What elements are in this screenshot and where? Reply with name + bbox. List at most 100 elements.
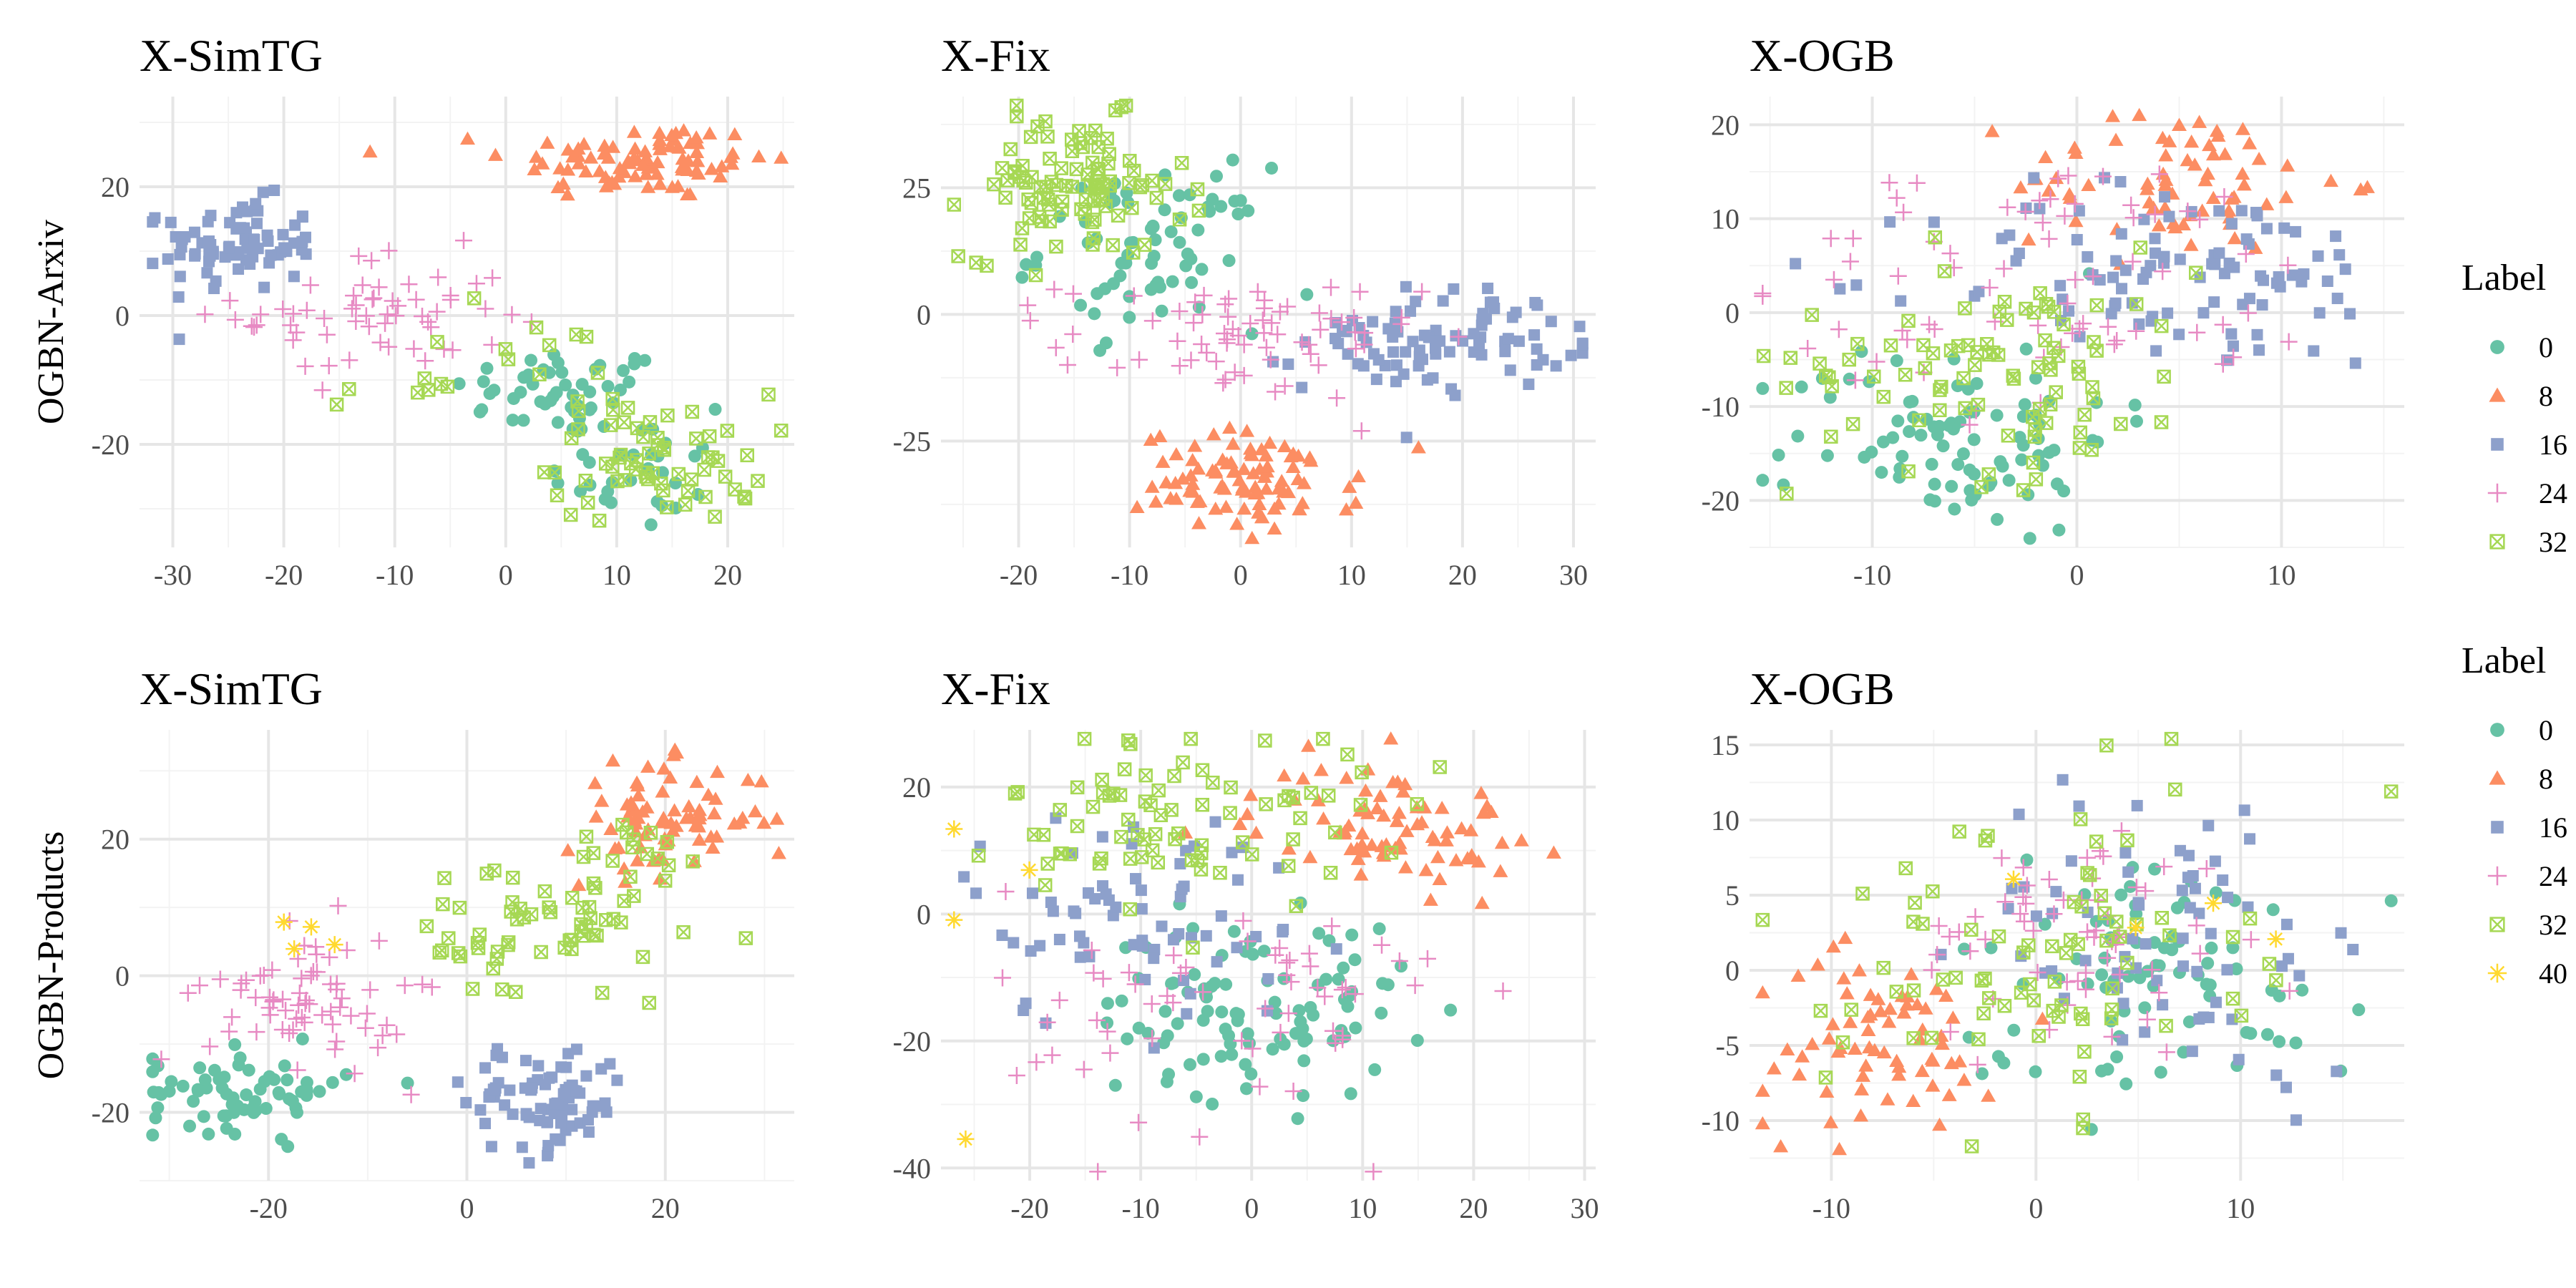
point-label-8 [1148,494,1163,508]
point-label-8 [1755,1116,1770,1130]
point-label-24 [483,336,501,353]
point-label-32 [1933,403,1947,418]
point-label-40 [2004,870,2022,888]
point-label-0 [1164,225,1178,238]
point-label-24 [1841,253,1859,270]
point-label-32 [987,177,1001,192]
y-tick-label: 15 [1711,729,1740,761]
point-label-8 [628,169,643,182]
point-label-8 [1301,738,1317,752]
point-label-32 [1779,381,1793,395]
point-label-24 [350,247,368,265]
point-label-0 [1266,1043,1279,1056]
point-label-16 [1387,346,1400,358]
point-label-16 [2046,965,2058,977]
point-label-32 [582,899,597,914]
point-label-24 [2059,295,2077,313]
point-label-24 [2237,245,2255,263]
point-label-32 [440,379,455,394]
point-label-0 [218,1070,231,1084]
point-label-16 [2054,280,2067,292]
point-label-8 [2013,180,2029,194]
point-label-32 [620,401,635,415]
point-label-16 [1127,821,1139,833]
point-label-8 [1896,1005,1912,1019]
point-label-24 [1235,366,1253,384]
point-label-32 [661,858,676,872]
point-label-0 [1914,429,1928,442]
point-label-16 [1148,943,1161,955]
point-label-0 [1756,381,1770,395]
point-label-8 [1493,864,1508,877]
point-label-32 [720,424,735,438]
point-label-0 [1158,1005,1172,1018]
point-label-32 [2077,1045,2092,1059]
point-label-16 [958,871,970,883]
point-label-8 [1262,435,1278,449]
point-label-32 [1934,379,1948,394]
point-label-16 [1410,296,1422,308]
point-label-8 [1342,479,1357,493]
point-label-0 [2095,968,2109,982]
point-label-16 [570,1043,582,1055]
point-label-16 [2057,774,2069,786]
point-label-16 [1576,338,1589,351]
point-label-32 [1842,352,1856,367]
point-label-0 [574,484,587,498]
point-label-16 [1250,930,1262,942]
point-label-24 [1255,324,1273,342]
point-label-24 [414,975,431,993]
point-label-32 [702,429,717,444]
point-label-8 [1882,1001,1898,1015]
point-label-8 [630,788,646,802]
point-label-16 [2133,318,2145,330]
point-label-24 [374,1027,391,1045]
x-tick-label: 10 [602,559,631,591]
point-label-24 [1171,303,1189,320]
point-label-0 [1945,479,1958,493]
point-label-8 [605,753,620,767]
point-label-16 [479,1118,492,1130]
point-label-16 [2335,927,2347,939]
point-label-24 [444,341,462,359]
point-label-24 [2239,304,2257,322]
point-label-8 [1399,824,1415,837]
point-label-0 [183,1119,197,1133]
point-label-32 [1121,733,1136,748]
point-label-40 [1020,861,1038,879]
point-label-24 [1008,1067,1025,1084]
point-label-16 [1185,932,1197,944]
point-label-16 [2006,882,2018,894]
point-label-0 [1344,1087,1357,1101]
point-label-32 [1992,304,2007,319]
point-label-32 [2157,369,2171,384]
point-label-16 [2243,238,2255,250]
point-label-16 [2163,210,2175,223]
point-label-8 [1364,837,1380,852]
point-label-8 [2049,170,2064,185]
point-label-32 [1982,991,1996,1005]
point-label-0 [220,1109,233,1123]
point-label-24 [1345,309,1363,327]
point-label-32 [2159,1018,2173,1033]
point-label-16 [2210,996,2222,1008]
point-label-16 [1502,333,1514,345]
legend-key-40 [2487,963,2507,983]
point-label-32 [761,387,776,402]
point-label-32 [971,848,986,863]
point-label-8 [1418,863,1434,877]
point-label-32 [605,459,620,474]
point-label-24 [1215,325,1233,343]
point-label-24 [1895,203,1913,221]
point-label-8 [2242,136,2258,150]
point-label-8 [619,797,635,811]
point-label-0 [1297,1034,1311,1048]
point-label-24 [1880,174,1898,192]
point-label-32 [2133,240,2147,255]
point-label-0 [242,1063,255,1077]
point-label-16 [202,215,214,228]
point-label-16 [1430,335,1443,347]
point-label-0 [1963,463,1976,477]
point-label-0 [268,1073,281,1086]
